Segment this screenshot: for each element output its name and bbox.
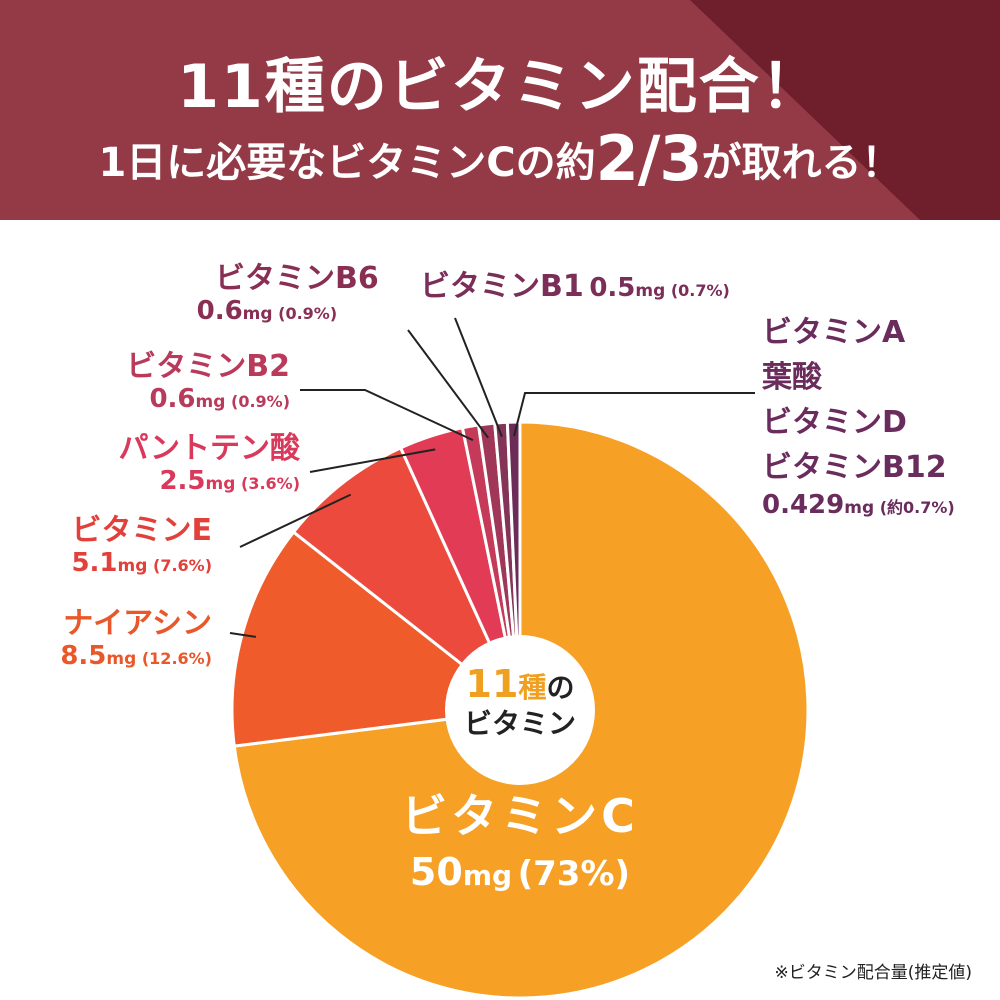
label-niacin-pct: (12.6%) [141,648,212,668]
leader-line-3 [309,448,436,473]
label-folic-acid: 葉酸 [762,360,822,395]
label-vitamin-b1: ビタミンB1 0.5mg (0.7%) [420,269,730,305]
label-vitamin-b1-unit: mg [635,281,666,301]
label-vitamin-b6-amount: 0.6 [196,295,243,326]
leader-line-2 [239,493,352,548]
label-vitamin-c-unit: mg [462,858,513,892]
label-vitamin-b2-amount: 0.6 [149,383,196,414]
label-vitamin-e-unit: mg [117,555,148,576]
label-vitamin-c-pct: (73%) [517,853,631,894]
leader-line-1 [229,632,257,638]
label-vitamin-b1-pct: (0.7%) [670,281,730,300]
label-vitamin-c-amount: 50 [409,849,463,894]
subtitle-text-post: が取れる！ [701,140,902,186]
label-niacin: ナイアシン 8.5mg (12.6%) [60,606,212,671]
label-vitamin-d: ビタミンD [762,405,907,440]
header-banner: 11種のビタミン配合！ 1日に必要なビタミンCの約2/3が取れる！ [0,0,1000,220]
label-vitamin-b6-pct: (0.9%) [278,303,338,323]
center-count-label: 11種の [466,662,575,706]
label-niacin-amount: 8.5 [60,640,107,671]
label-vitamin-group: ビタミンA 葉酸 ビタミンD ビタミンB12 0.429mg (約0.7%) [762,310,955,521]
label-vitamin-e-amount: 5.1 [71,547,118,578]
footnote: ※ビタミン配合量(推定値) [774,963,972,983]
label-vitamin-group-amount: 0.429 [762,490,845,520]
leader-line-4 [300,389,474,442]
label-vitamin-e: ビタミンE 5.1mg (7.6%) [71,513,213,578]
label-vitamin-e-name: ビタミンE [71,513,213,548]
label-vitamin-group-pct: (約0.7%) [879,498,955,517]
page-title: 11種のビタミン配合！ [177,52,823,122]
label-vitamin-b2-name: ビタミンB2 [126,349,290,384]
label-vitamin-e-pct: (7.6%) [153,555,212,575]
label-vitamin-b2-pct: (0.9%) [231,391,290,411]
label-vitamin-b2: ビタミンB2 0.6mg (0.9%) [126,349,290,414]
label-vitamin-b6-unit: mg [242,303,273,324]
label-niacin-name: ナイアシン [63,606,212,641]
subtitle-fraction: 2/3 [595,122,703,195]
label-vitamin-b1-name: ビタミンB1 [420,269,584,304]
label-vitamin-c: ビタミンC 50mg (73%) [395,790,645,895]
label-vitamin-group-unit: mg [844,498,875,518]
header-background [0,0,1000,220]
label-vitamin-b2-unit: mg [195,391,226,412]
label-vitamin-b6: ビタミンB6 0.6mg (0.9%) [197,261,379,326]
leader-line-6 [454,317,503,437]
leader-line-5 [407,329,490,439]
label-niacin-unit: mg [106,648,137,669]
center-hole [445,635,595,785]
label-vitamin-b1-amount: 0.5 [589,273,636,303]
label-pantothenic-acid-name: パントテン酸 [118,431,301,466]
label-vitamin-a: ビタミンA [762,315,906,350]
label-vitamin-c-name: ビタミンC [401,789,639,843]
label-vitamin-b6-name: ビタミンB6 [215,261,379,296]
label-pantothenic-acid: パントテン酸 2.5mg (3.6%) [118,431,301,496]
center-word-label: ビタミン [464,707,576,740]
subtitle-text-pre: 1日に必要なビタミンCの約 [98,140,596,186]
label-pantothenic-acid-unit: mg [205,473,236,494]
label-pantothenic-acid-amount: 2.5 [159,465,206,496]
page-subtitle: 1日に必要なビタミンCの約2/3が取れる！ [0,122,1000,195]
label-vitamin-b12: ビタミンB12 [762,450,947,485]
leader-line-7 [513,392,755,437]
label-pantothenic-acid-pct: (3.6%) [241,473,300,493]
pie-slice-2 [291,445,522,712]
